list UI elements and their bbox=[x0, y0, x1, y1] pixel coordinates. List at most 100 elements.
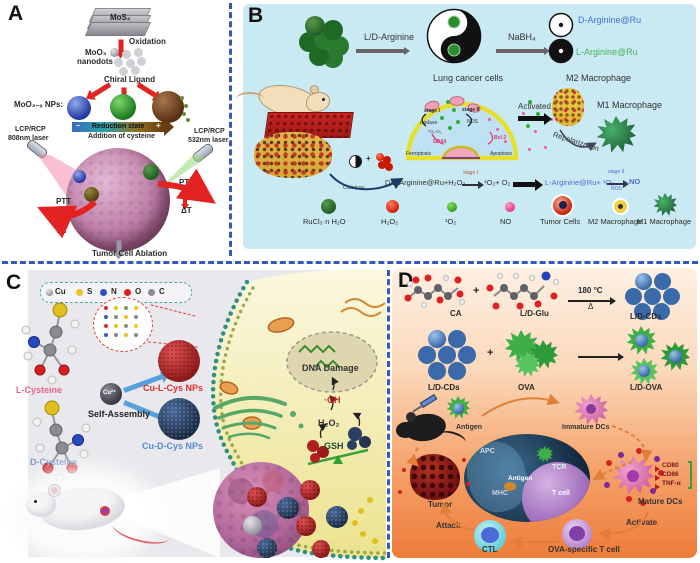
eq-arrow2-icon bbox=[607, 183, 623, 185]
eq-left: D/L-Arginine@Ru+H₂O₂ bbox=[385, 178, 466, 187]
legend-no-icon bbox=[505, 202, 515, 212]
divider-a-b bbox=[229, 3, 232, 256]
tumor-cell-cluster bbox=[254, 132, 332, 178]
lung-cancer-label: Lung cancer cells bbox=[433, 73, 504, 83]
no-dots bbox=[488, 118, 491, 121]
d-arginine-ru-label: D-Arginine@Ru bbox=[578, 15, 642, 25]
self-assembly-label: Self-Assembly bbox=[88, 409, 151, 419]
d-cysteine-label: D-Cysteine bbox=[30, 457, 78, 467]
gradient-plus: + bbox=[156, 121, 161, 130]
np-entering bbox=[257, 538, 277, 558]
m2-label: M2 Macrophage bbox=[566, 73, 632, 83]
s-atom-label: S bbox=[87, 287, 93, 296]
mhc-particle bbox=[504, 482, 516, 491]
cd80-label: CD80 bbox=[662, 462, 679, 469]
panel-c-label: C bbox=[6, 271, 22, 294]
brown-np-sphere bbox=[152, 91, 184, 123]
mhc-label: MHC bbox=[492, 490, 508, 497]
mature-dcs-label: Mature DCs bbox=[638, 497, 683, 506]
ca-molecule bbox=[404, 274, 465, 308]
ca-label: CA bbox=[450, 309, 462, 318]
panel-d-arrows bbox=[406, 393, 653, 548]
oxidase-label: oxidase bbox=[420, 120, 438, 126]
bcl2-label: Bcl-2 bbox=[494, 135, 507, 141]
ld-ova-label: L/D-OVA bbox=[630, 383, 663, 392]
tumor-texture-dot bbox=[262, 470, 284, 492]
cds-label-2: L/D-CDs bbox=[428, 383, 460, 392]
ld-ova-core bbox=[635, 334, 648, 347]
moo3-nanodots-cluster bbox=[110, 48, 119, 57]
mouse-d-ear-icon bbox=[406, 412, 416, 422]
ld-ova-core bbox=[638, 365, 650, 377]
activated-arrow-icon bbox=[518, 116, 544, 121]
laser-right-label: 532nm laser bbox=[188, 137, 229, 144]
ova-t-nucleus bbox=[569, 526, 585, 541]
np-entering bbox=[300, 480, 320, 500]
glu-label: L/D-Glu bbox=[520, 309, 549, 318]
dna-damage-label: DNA Damage bbox=[302, 363, 359, 373]
d-cysteine-molecule bbox=[32, 400, 91, 483]
divider-c-d bbox=[387, 270, 390, 558]
np-on-tumor-blue bbox=[73, 170, 86, 183]
yinyang-icon bbox=[426, 8, 482, 64]
np-on-tumor-olive bbox=[84, 187, 99, 202]
cds-label-1: L/D-CDs bbox=[630, 312, 662, 321]
h2o2-c-label: H₂O₂ bbox=[318, 418, 340, 428]
lattice-zoom-circle bbox=[93, 297, 153, 352]
reduction-state-label: Reduction state bbox=[92, 123, 145, 130]
apoptosis-label: Apoptosis bbox=[490, 151, 512, 157]
c-atom-label: C bbox=[159, 287, 165, 296]
stage2-label: stage II bbox=[462, 107, 480, 113]
mouse-tumor-dot bbox=[100, 506, 110, 516]
yinyang-small-icon bbox=[548, 12, 574, 64]
nabh4-label: NaBH₄ bbox=[508, 32, 536, 42]
antigen-core bbox=[453, 403, 464, 414]
n-atom-label: N bbox=[111, 287, 117, 296]
lcp-right-label: LCP/RCP bbox=[194, 128, 225, 135]
ova-arrow-icon bbox=[578, 356, 618, 358]
gradient-minus: − bbox=[76, 123, 81, 130]
ctl-nucleus bbox=[481, 527, 499, 543]
moo3x-nps-label: MoO₃₋ₓ NPs: bbox=[14, 100, 64, 109]
np-entering bbox=[243, 516, 262, 535]
mouse-eye-icon bbox=[322, 98, 325, 101]
lcp-left-label: LCP/RCP bbox=[15, 126, 46, 133]
plus-1: + bbox=[473, 285, 480, 297]
temp-label: 180 °C bbox=[578, 286, 603, 295]
legend-h2o2-label: H₂O₂ bbox=[381, 217, 399, 226]
cu-l-cys-label: Cu-L-Cys NPs bbox=[143, 383, 204, 393]
green-np-sphere bbox=[110, 94, 136, 120]
t-cell-label: T cell bbox=[552, 490, 570, 497]
ligand-dots bbox=[180, 96, 184, 100]
mouse-d-head bbox=[396, 422, 415, 438]
mouse-ear-icon bbox=[310, 85, 319, 94]
immature-dc-nucleus bbox=[586, 404, 596, 414]
antigen-inner-label: Antigen bbox=[508, 475, 533, 482]
cd86-label: CD86 bbox=[662, 471, 679, 478]
o-atom-label: O bbox=[135, 287, 142, 296]
l-cysteine-molecule bbox=[21, 302, 80, 385]
oxidation-label: Oxidation bbox=[129, 37, 166, 46]
cu2-label: Cu²⁺ bbox=[103, 390, 117, 396]
legend-rucl3-label: RuCl₃·n H₂O bbox=[303, 217, 346, 226]
addition-cysteine-label: Addition of cysteine bbox=[88, 133, 155, 140]
np-entering bbox=[312, 540, 330, 558]
gradient-arrow-head-icon bbox=[164, 118, 174, 136]
eq-no-label: NO bbox=[629, 177, 641, 186]
tcr-label: TCR bbox=[552, 464, 567, 471]
apc-tcell-circle: APC TCR Antigen MHC T cell bbox=[464, 434, 590, 522]
heat-arrow-icon bbox=[568, 300, 610, 302]
laser-left-label: 808nm laser bbox=[8, 135, 49, 142]
activated-label: Activated bbox=[518, 102, 551, 111]
h2o2-cluster bbox=[376, 153, 384, 161]
arg-arrow-icon bbox=[356, 49, 404, 53]
nabh4-arrow-icon bbox=[496, 49, 544, 53]
eq-right: L-Arginine@Ru+ ¹O₂ bbox=[545, 178, 615, 187]
plus-2: + bbox=[487, 347, 494, 359]
antigen-label: Antigen bbox=[456, 424, 483, 431]
m2-macrophage-blob bbox=[552, 88, 584, 126]
cu2-sphere bbox=[100, 383, 122, 405]
t-cell-sphere bbox=[522, 462, 590, 522]
eq-arrow-big-icon bbox=[513, 182, 535, 187]
